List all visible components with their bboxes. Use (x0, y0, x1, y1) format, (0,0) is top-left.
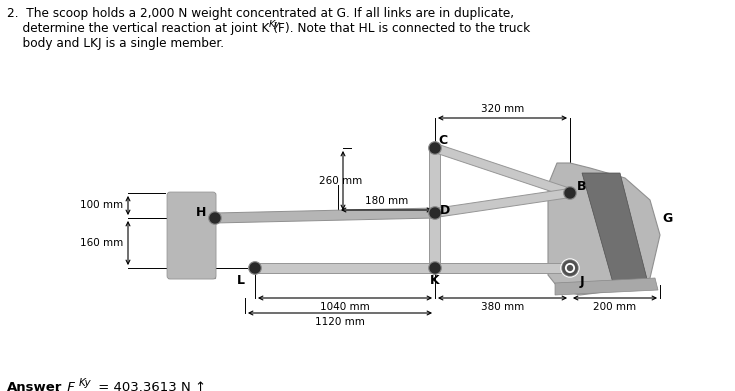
Circle shape (429, 207, 441, 219)
Text: body and LKJ is a single member.: body and LKJ is a single member. (7, 37, 224, 50)
Polygon shape (434, 144, 571, 197)
Text: G: G (663, 212, 673, 224)
Text: Ky: Ky (269, 20, 281, 29)
Polygon shape (215, 208, 435, 223)
Text: F: F (63, 381, 75, 391)
Text: K: K (430, 274, 440, 287)
Text: 2.  The scoop holds a 2,000 N weight concentrated at G. If all links are in dupl: 2. The scoop holds a 2,000 N weight conc… (7, 7, 514, 20)
Text: :: : (56, 381, 60, 391)
Circle shape (250, 263, 260, 273)
Text: D: D (440, 204, 450, 217)
Text: 100 mm: 100 mm (80, 201, 123, 210)
Circle shape (429, 262, 441, 274)
Text: 380 mm: 380 mm (481, 302, 524, 312)
Circle shape (249, 262, 261, 274)
FancyBboxPatch shape (167, 192, 216, 279)
Polygon shape (582, 173, 648, 290)
Circle shape (565, 188, 575, 198)
Text: B: B (577, 181, 587, 194)
Text: 1120 mm: 1120 mm (315, 317, 365, 327)
Text: 200 mm: 200 mm (593, 302, 637, 312)
Text: H: H (196, 206, 207, 219)
Circle shape (430, 143, 440, 153)
Text: 160 mm: 160 mm (80, 238, 123, 248)
Polygon shape (168, 193, 215, 278)
Text: = 403.3613 N ↑: = 403.3613 N ↑ (94, 381, 206, 391)
Text: 260 mm: 260 mm (320, 176, 362, 185)
Polygon shape (434, 188, 570, 217)
Text: Ky: Ky (79, 378, 92, 389)
Polygon shape (548, 163, 660, 295)
Circle shape (564, 262, 576, 274)
Polygon shape (555, 278, 658, 295)
Text: L: L (237, 274, 245, 287)
Text: 320 mm: 320 mm (481, 104, 524, 114)
Circle shape (429, 142, 441, 154)
Circle shape (430, 263, 440, 273)
Circle shape (209, 212, 221, 224)
Circle shape (210, 213, 220, 223)
Polygon shape (255, 263, 570, 273)
Circle shape (564, 187, 576, 199)
Text: ). Note that HL is connected to the truck: ). Note that HL is connected to the truc… (285, 22, 530, 35)
Circle shape (561, 259, 579, 277)
Text: Answer: Answer (7, 381, 62, 391)
Circle shape (562, 260, 578, 276)
Text: J: J (580, 274, 584, 287)
Polygon shape (429, 148, 440, 268)
Text: C: C (439, 133, 448, 147)
Circle shape (567, 265, 573, 271)
Text: 180 mm: 180 mm (365, 196, 408, 206)
Text: determine the vertical reaction at joint K (F: determine the vertical reaction at joint… (7, 22, 285, 35)
Circle shape (430, 208, 440, 218)
Text: 1040 mm: 1040 mm (320, 302, 370, 312)
